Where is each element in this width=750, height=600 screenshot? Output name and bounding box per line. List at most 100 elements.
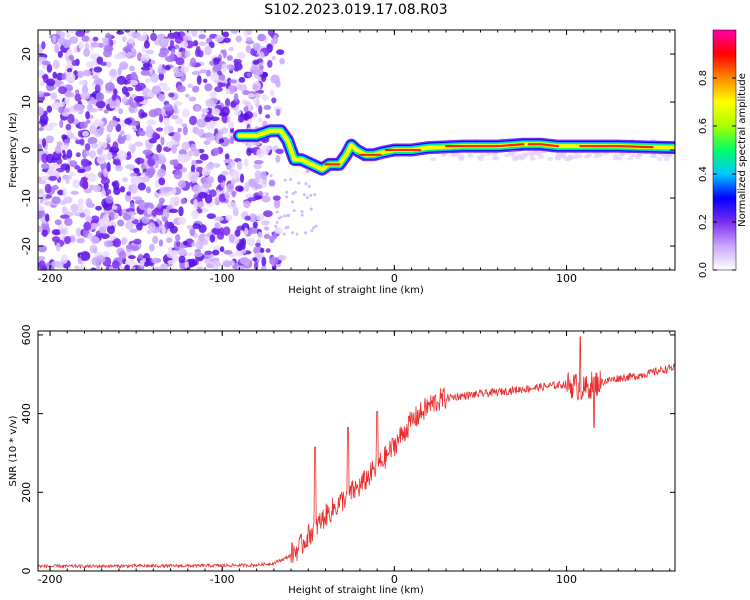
- heatmap-noise-blob: [235, 35, 242, 43]
- heatmap-noise-blob: [178, 206, 184, 217]
- heatmap-noise-blob: [106, 124, 114, 133]
- heatmap-noise-blob: [148, 222, 156, 232]
- signal-ridge-core: [444, 143, 525, 148]
- heatmap-noise-blob: [224, 88, 231, 95]
- heatmap-noise-blob: [140, 70, 151, 76]
- heatmap-halo-blob: [567, 154, 574, 159]
- heatmap-noise-blob: [304, 231, 308, 235]
- bottom-x-axis-label: Height of straight line (km): [288, 585, 424, 596]
- heatmap-noise-blob: [161, 263, 168, 270]
- heatmap-noise-blob: [168, 53, 175, 63]
- heatmap-noise-blob: [38, 106, 45, 116]
- heatmap-noise-blob: [198, 34, 207, 40]
- heatmap-noise-blob: [38, 179, 47, 185]
- heatmap-noise-blob: [192, 223, 201, 230]
- heatmap-noise-blob: [265, 114, 271, 119]
- heatmap-noise-blob: [314, 224, 318, 228]
- heatmap-noise-blob: [217, 178, 224, 183]
- heatmap-noise-blob: [105, 195, 114, 204]
- heatmap-noise-blob: [245, 44, 252, 54]
- heatmap-halo-blob: [491, 152, 498, 157]
- heatmap-noise-blob: [77, 168, 86, 174]
- heatmap-noise-blob: [275, 202, 279, 206]
- heatmap-noise-blob: [252, 257, 258, 262]
- heatmap-noise-blob: [154, 160, 159, 169]
- x-tick-label: -200: [38, 272, 63, 285]
- heatmap-noise-blob: [246, 72, 252, 78]
- heatmap-noise-blob: [38, 256, 46, 262]
- heatmap-halo-blob: [504, 153, 511, 158]
- heatmap-noise-blob: [143, 40, 150, 49]
- heatmap-noise-blob: [218, 112, 229, 117]
- heatmap-noise-blob: [54, 145, 62, 154]
- heatmap-noise-blob: [174, 36, 184, 44]
- heatmap-halo-blob: [572, 154, 579, 159]
- heatmap-noise-blob: [207, 176, 215, 184]
- heatmap-noise-blob: [89, 150, 97, 159]
- heatmap-noise-blob: [92, 36, 99, 42]
- heatmap-noise-blob: [74, 93, 82, 102]
- heatmap-noise-blob: [150, 32, 157, 41]
- y-tick-label: -20: [20, 237, 33, 255]
- heatmap-noise-blob: [198, 41, 207, 47]
- heatmap-noise-blob: [273, 34, 279, 44]
- heatmap-noise-blob: [173, 159, 179, 167]
- heatmap-noise-blob: [223, 37, 231, 43]
- heatmap-noise-blob: [150, 59, 156, 65]
- heatmap-noise-blob: [252, 221, 258, 229]
- y-tick-label: 10: [20, 95, 33, 109]
- heatmap-noise-blob: [56, 261, 64, 269]
- heatmap-noise-blob: [222, 49, 227, 59]
- top-heatmap-marks: [38, 30, 675, 270]
- heatmap-noise-blob: [51, 35, 57, 44]
- heatmap-noise-blob: [145, 49, 155, 55]
- heatmap-noise-blob: [190, 164, 196, 173]
- heatmap-noise-blob: [244, 182, 250, 193]
- heatmap-noise-blob: [261, 265, 267, 270]
- heatmap-halo-blob: [651, 154, 658, 159]
- snr-series-line: [38, 336, 675, 570]
- top-y-axis: -20 -10 0 10 20: [20, 47, 675, 255]
- heatmap-noise-blob: [191, 30, 198, 37]
- heatmap-noise-blob: [134, 85, 142, 92]
- heatmap-noise-blob: [133, 168, 140, 174]
- heatmap-noise-blob: [134, 157, 145, 164]
- heatmap-halo-blob: [630, 153, 637, 158]
- heatmap-noise-blob: [238, 76, 246, 83]
- heatmap-noise-blob: [265, 248, 271, 253]
- heatmap-noise-blob: [158, 93, 166, 102]
- heatmap-noise-blob: [146, 119, 157, 126]
- heatmap-noise-blob: [243, 200, 251, 209]
- heatmap-noise-blob: [226, 164, 232, 171]
- heatmap-noise-blob: [58, 31, 66, 39]
- heatmap-noise-blob: [248, 213, 258, 223]
- heatmap-noise-blob: [180, 40, 189, 49]
- top-x-axis: -200 -100 0 100: [38, 30, 671, 285]
- heatmap-noise-blob: [124, 164, 135, 170]
- heatmap-noise-blob: [157, 203, 162, 209]
- heatmap-noise-blob: [89, 244, 98, 254]
- heatmap-noise-blob: [275, 108, 281, 117]
- heatmap-noise-blob: [39, 193, 47, 199]
- heatmap-noise-blob: [162, 216, 168, 222]
- heatmap-noise-blob: [203, 78, 208, 84]
- heatmap-halo-blob: [477, 157, 484, 162]
- heatmap-noise-blob: [169, 225, 178, 234]
- heatmap-noise-blob: [151, 257, 161, 264]
- heatmap-noise-blob: [91, 142, 99, 149]
- heatmap-noise-blob: [252, 42, 261, 51]
- heatmap-noise-blob: [126, 211, 137, 216]
- heatmap-noise-blob: [230, 30, 239, 34]
- heatmap-noise-blob: [72, 179, 80, 189]
- heatmap-noise-blob: [77, 70, 84, 79]
- heatmap-noise-blob: [269, 89, 275, 97]
- y-tick-label: 20: [20, 47, 33, 61]
- heatmap-noise-blob: [214, 128, 219, 134]
- heatmap-noise-blob: [268, 179, 276, 187]
- heatmap-noise-blob: [148, 109, 159, 118]
- heatmap-noise-blob: [151, 85, 162, 95]
- y-tick-label: -10: [20, 189, 33, 207]
- heatmap-noise-blob: [212, 64, 222, 73]
- heatmap-noise-blob: [166, 141, 174, 149]
- heatmap-noise-blob: [111, 205, 118, 210]
